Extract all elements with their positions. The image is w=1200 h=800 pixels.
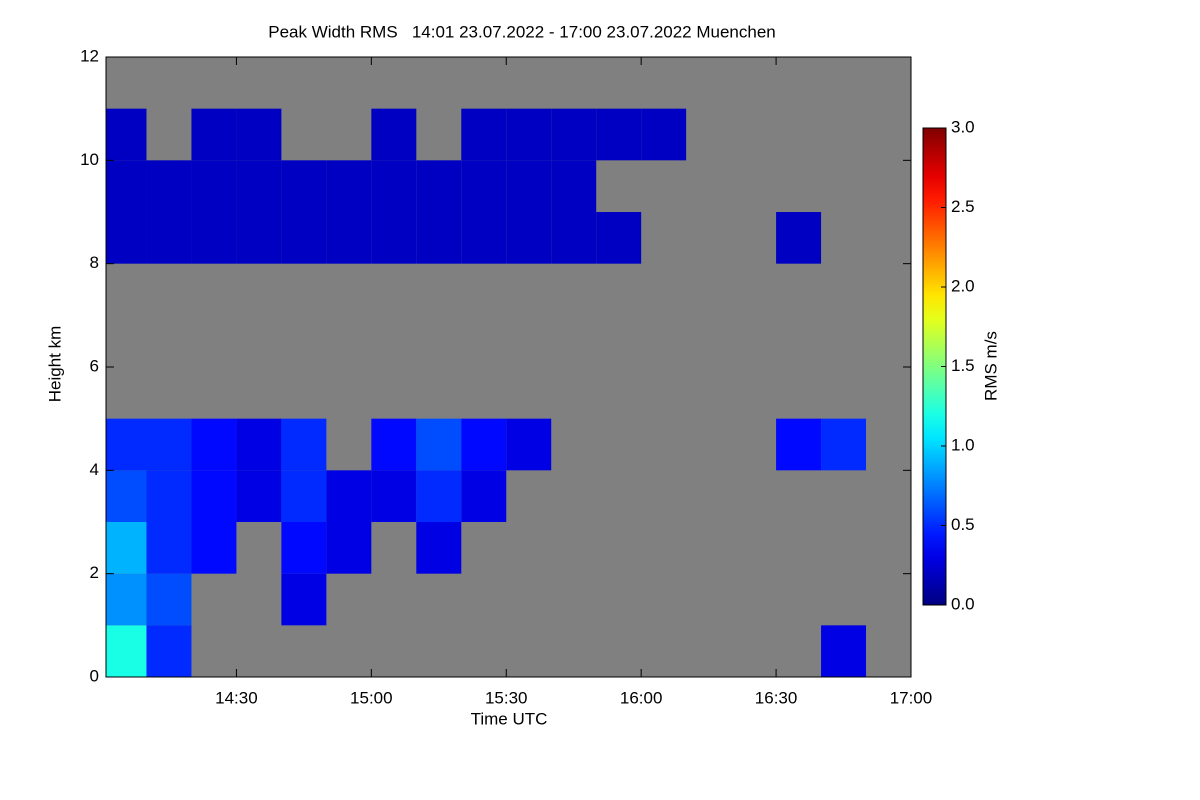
heat-cell [281,212,327,264]
heat-cell [416,470,462,522]
heat-cell [106,212,147,264]
heat-cell [236,108,282,161]
heat-cell [416,160,462,212]
heat-cell [326,212,372,264]
heat-cell [191,212,237,264]
heat-cell [106,470,147,522]
colorbar-tick-label: 3.0 [951,117,975,136]
colorbar-tick-label: 1.0 [951,435,975,454]
colorbar-tick-label: 2.0 [951,276,975,295]
x-tick-label: 14:30 [215,688,258,707]
heat-cell [146,522,192,574]
heat-cell [146,470,192,522]
y-tick-label: 12 [80,46,99,65]
heat-cell [146,418,192,471]
heat-cell [506,108,552,161]
colorbar-tick-label: 2.5 [951,197,975,216]
heat-cell [551,108,597,161]
y-axis-label: Height km [45,326,64,403]
colorbar-tick-label: 0.5 [951,515,975,534]
heat-cell [326,470,372,522]
y-tick-label: 4 [90,460,99,479]
heat-cell [236,160,282,212]
x-tick-label: 17:00 [890,688,933,707]
heat-cell [106,418,147,471]
heat-cell [821,625,867,677]
heat-cell [506,418,552,471]
colorbar-tick-label: 1.5 [951,356,975,375]
heat-cell [461,418,507,471]
heat-cell [106,625,147,677]
heat-cell [106,573,147,626]
heat-cell [371,418,417,471]
heat-cell [191,160,237,212]
heat-cell [416,212,462,264]
heat-cell [461,470,507,522]
chart-title: Peak Width RMS 14:01 23.07.2022 - 17:00 … [268,22,776,41]
heat-cell [236,470,282,522]
heat-cell [326,160,372,212]
heat-cell [461,160,507,212]
x-tick-label: 16:30 [755,688,798,707]
heat-cell [106,522,147,574]
y-tick-label: 0 [90,666,99,685]
heat-cell [461,212,507,264]
heat-cell [281,418,327,471]
heat-cell [191,522,237,574]
y-tick-label: 6 [90,356,99,375]
y-tick-label: 8 [90,253,99,272]
heat-cell [281,160,327,212]
y-tick-label: 10 [80,150,99,169]
heat-cell [776,212,822,264]
heat-cell [106,108,147,161]
heat-cell [596,212,642,264]
heat-cell [236,418,282,471]
heat-cell [551,160,597,212]
x-axis-label: Time UTC [471,709,548,728]
heat-cell [461,108,507,161]
heat-cell [146,625,192,677]
heat-cell [416,418,462,471]
heat-cell [416,522,462,574]
x-tick-label: 16:00 [620,688,663,707]
colorbar-label: RMS m/s [981,331,1000,401]
heat-cell [146,160,192,212]
heat-cell [191,418,237,471]
heat-cell [281,573,327,626]
heat-cell [371,160,417,212]
heat-cell [191,470,237,522]
y-tick-label: 2 [90,563,99,582]
heat-cell [821,418,867,471]
heat-cell [191,108,237,161]
heat-cell [641,108,687,161]
heat-cell [106,160,147,212]
heat-cell [371,108,417,161]
heat-cell [281,522,327,574]
heat-cell [506,160,552,212]
heat-cell [506,212,552,264]
x-tick-label: 15:30 [485,688,528,707]
heat-cell [146,212,192,264]
heat-cell [236,212,282,264]
heat-cell [551,212,597,264]
heat-cell [371,212,417,264]
heat-cell [371,470,417,522]
heat-cell [146,573,192,626]
heat-cell [326,522,372,574]
x-tick-label: 15:00 [350,688,393,707]
colorbar-tick-label: 0.0 [951,594,975,613]
heat-cell [596,108,642,161]
heat-cell [281,470,327,522]
heat-cell [776,418,822,471]
